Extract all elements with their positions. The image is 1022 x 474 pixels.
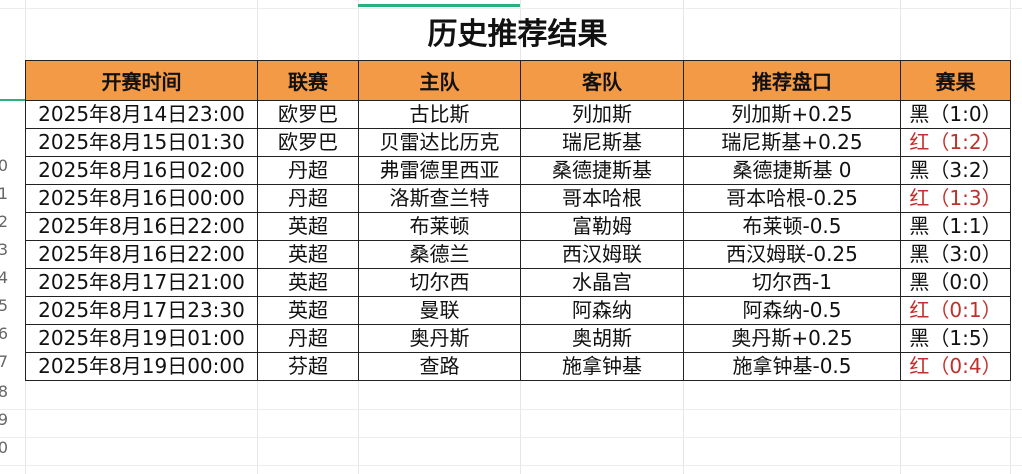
cell-result[interactable]: 红（1:3）: [900, 184, 1011, 213]
cell-away[interactable]: 富勒姆: [520, 212, 684, 241]
cell-pick[interactable]: 布莱顿-0.5: [683, 212, 901, 241]
cell-time[interactable]: 2025年8月14日23:00: [25, 100, 258, 129]
cell-home[interactable]: 曼联: [358, 296, 521, 325]
header-pick[interactable]: 推荐盘口: [683, 60, 901, 101]
header-time[interactable]: 开赛时间: [25, 60, 258, 101]
cell-pick[interactable]: 瑞尼斯基+0.25: [683, 128, 901, 157]
cell-league[interactable]: 丹超: [257, 324, 359, 353]
cell-away[interactable]: 哥本哈根: [520, 184, 684, 213]
cell-league[interactable]: 英超: [257, 212, 359, 241]
cell-pick[interactable]: 哥本哈根-0.25: [683, 184, 901, 213]
table-row: 2025年8月16日22:00 英超 桑德兰 西汉姆联 西汉姆联-0.25 黑（3:0）: [25, 240, 1011, 269]
cell-result[interactable]: 红（0:4）: [900, 352, 1011, 381]
row-number[interactable]: 14: [0, 268, 8, 287]
cell-away[interactable]: 西汉姆联: [520, 240, 684, 269]
cell-result[interactable]: 黑（3:2）: [900, 156, 1011, 185]
table-row: 2025年8月17日21:00 英超 切尔西 水晶宫 切尔西-1 黑（0:0）: [25, 268, 1011, 297]
header-home[interactable]: 主队: [358, 60, 521, 101]
table-row: 2025年8月15日01:30 欧罗巴 贝雷达比历克 瑞尼斯基 瑞尼斯基+0.25 红（1…: [25, 128, 1011, 157]
cell-result[interactable]: 红（1:2）: [900, 128, 1011, 157]
row-number[interactable]: 13: [0, 240, 8, 259]
cell-result[interactable]: 黑（1:1）: [900, 212, 1011, 241]
cell-away[interactable]: 列加斯: [520, 100, 684, 129]
row-selection-indicator: [0, 99, 25, 101]
cell-time[interactable]: 2025年8月16日00:00: [25, 184, 258, 213]
cell-away[interactable]: 瑞尼斯基: [520, 128, 684, 157]
table-row: 2025年8月16日00:00 丹超 洛斯查兰特 哥本哈根 哥本哈根-0.25 红（1:3…: [25, 184, 1011, 213]
cell-pick[interactable]: 切尔西-1: [683, 268, 901, 297]
cell-league[interactable]: 欧罗巴: [257, 100, 359, 129]
header-row: 开赛时间 联赛 主队 客队 推荐盘口 赛果: [25, 60, 1011, 101]
cell-pick[interactable]: 桑德捷斯基 0: [683, 156, 901, 185]
column-selection-indicator: [358, 4, 520, 7]
row-number[interactable]: 15: [0, 296, 8, 315]
cell-away[interactable]: 施拿钟基: [520, 352, 684, 381]
cell-time[interactable]: 2025年8月17日21:00: [25, 268, 258, 297]
sheet-title[interactable]: 历史推荐结果: [427, 17, 608, 52]
cell-home[interactable]: 弗雷德里西亚: [358, 156, 521, 185]
row-number[interactable]: 17: [0, 352, 8, 371]
row-number[interactable]: 16: [0, 324, 8, 343]
cell-pick[interactable]: 西汉姆联-0.25: [683, 240, 901, 269]
cell-league[interactable]: 英超: [257, 296, 359, 325]
row-number[interactable]: 11: [0, 184, 8, 203]
table-row: 2025年8月17日23:30 英超 曼联 阿森纳 阿森纳-0.5 红（0:1）: [25, 296, 1011, 325]
cell-league[interactable]: 丹超: [257, 156, 359, 185]
table-row: 2025年8月14日23:00 欧罗巴 古比斯 列加斯 列加斯+0.25 黑（1:0）: [25, 100, 1011, 129]
cell-home[interactable]: 查路: [358, 352, 521, 381]
cell-result[interactable]: 黑（0:0）: [900, 268, 1011, 297]
cell-home[interactable]: 桑德兰: [358, 240, 521, 269]
row-number[interactable]: 18: [0, 382, 8, 401]
results-table: 开赛时间 联赛 主队 客队 推荐盘口 赛果 2025年8月14日23:00 欧罗巴…: [25, 60, 1011, 381]
cell-result[interactable]: 黑（1:5）: [900, 324, 1011, 353]
cell-pick[interactable]: 奥丹斯+0.25: [683, 324, 901, 353]
cell-home[interactable]: 布莱顿: [358, 212, 521, 241]
row-number[interactable]: 10: [0, 156, 8, 175]
cell-home[interactable]: 古比斯: [358, 100, 521, 129]
header-away[interactable]: 客队: [520, 60, 684, 101]
cell-home[interactable]: 奥丹斯: [358, 324, 521, 353]
cell-time[interactable]: 2025年8月17日23:30: [25, 296, 258, 325]
cell-pick[interactable]: 施拿钟基-0.5: [683, 352, 901, 381]
cell-league[interactable]: 英超: [257, 240, 359, 269]
cell-away[interactable]: 桑德捷斯基: [520, 156, 684, 185]
cell-pick[interactable]: 列加斯+0.25: [683, 100, 901, 129]
table-row: 2025年8月16日22:00 英超 布莱顿 富勒姆 布莱顿-0.5 黑（1:1）: [25, 212, 1011, 241]
cell-time[interactable]: 2025年8月16日22:00: [25, 240, 258, 269]
header-result[interactable]: 赛果: [900, 60, 1011, 101]
cell-league[interactable]: 英超: [257, 268, 359, 297]
cell-result[interactable]: 红（0:1）: [900, 296, 1011, 325]
row-number[interactable]: 12: [0, 212, 8, 231]
cell-league[interactable]: 芬超: [257, 352, 359, 381]
cell-time[interactable]: 2025年8月19日00:00: [25, 352, 258, 381]
cell-time[interactable]: 2025年8月15日01:30: [25, 128, 258, 157]
table-row: 2025年8月19日01:00 丹超 奥丹斯 奥胡斯 奥丹斯+0.25 黑（1:5）: [25, 324, 1011, 353]
row-number[interactable]: 19: [0, 410, 8, 429]
table-row: 2025年8月19日00:00 芬超 查路 施拿钟基 施拿钟基-0.5 红（0:4）: [25, 352, 1011, 381]
cell-pick[interactable]: 阿森纳-0.5: [683, 296, 901, 325]
cell-away[interactable]: 阿森纳: [520, 296, 684, 325]
cell-home[interactable]: 洛斯查兰特: [358, 184, 521, 213]
cell-away[interactable]: 奥胡斯: [520, 324, 684, 353]
cell-result[interactable]: 黑（3:0）: [900, 240, 1011, 269]
cell-time[interactable]: 2025年8月16日22:00: [25, 212, 258, 241]
table-row: 2025年8月16日02:00 丹超 弗雷德里西亚 桑德捷斯基 桑德捷斯基 0 黑（3:2…: [25, 156, 1011, 185]
cell-league[interactable]: 丹超: [257, 184, 359, 213]
row-number[interactable]: 20: [0, 438, 8, 457]
cell-league[interactable]: 欧罗巴: [257, 128, 359, 157]
cell-time[interactable]: 2025年8月16日02:00: [25, 156, 258, 185]
header-league[interactable]: 联赛: [257, 60, 359, 101]
cell-away[interactable]: 水晶宫: [520, 268, 684, 297]
cell-home[interactable]: 切尔西: [358, 268, 521, 297]
cell-home[interactable]: 贝雷达比历克: [358, 128, 521, 157]
cell-time[interactable]: 2025年8月19日01:00: [25, 324, 258, 353]
cell-result[interactable]: 黑（1:0）: [900, 100, 1011, 129]
